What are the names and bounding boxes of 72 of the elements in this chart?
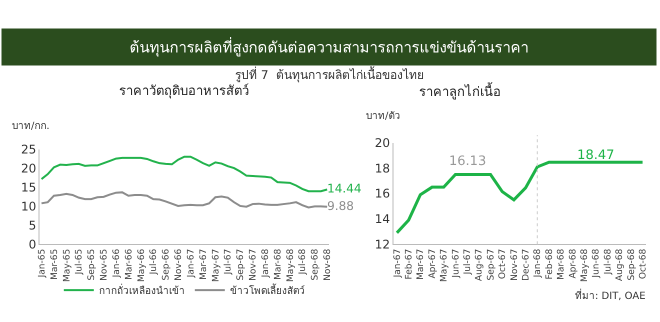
x-tick-label: Jan-68 [260,248,271,278]
chart-title: ราคาลูกไก่เนื้อ [419,82,501,100]
y-tick-label: 15 [20,180,36,195]
x-tick-label: Apr-67 [428,248,438,279]
chart-title: ราคาวัตถุดิบอาหารสัตว์ [119,83,249,99]
x-tick-label: Dec-67 [522,248,532,281]
text: รูปที่ 7 ต้นทุนการผลิตไก่เนื้อของไทย [235,66,424,83]
text: ต้นทุนการผลิตที่สูงกดดันต่อความสามารถการแข่งขันด้านราคา [130,36,528,58]
x-tick-label: Sep-67 [236,248,246,280]
x-tick-label: May-65 [62,248,72,282]
x-tick-label: Jan-68 [533,248,544,278]
y-tick-label: 5 [28,218,36,232]
x-tick-label: Jul-67 [224,248,234,276]
y-tick-label: 14 [374,212,390,226]
x-tick-label: Nov-67 [510,248,520,281]
legend-label: ข้าวโพดเลี้ยงสัตว์ [230,283,305,298]
x-tick-label: Sep-65 [87,248,98,280]
x-tick-label: Sep-66 [162,248,172,280]
y-tick-label: 10 [20,200,36,214]
x-tick-label: May-68 [286,248,296,282]
x-tick-label: Jul-65 [74,248,85,276]
y-tick-label: 16 [374,186,390,201]
x-tick-label: Aug-68 [615,248,626,282]
data-label: 9.88 [327,198,354,213]
x-tick-label: Mar-67 [198,248,209,280]
x-tick-label: Jan-67 [392,248,403,278]
x-tick-label: Sep-68 [310,248,321,280]
x-tick-label: Mar-67 [416,248,426,280]
y-axis-title: บาท/ตัว [366,111,400,122]
annotation: 16.13 [449,154,486,169]
x-tick-label: Mar-68 [556,248,567,280]
y-tick-label: 18 [374,161,390,176]
x-tick-label: Mar-66 [124,248,134,280]
line-series [40,191,328,208]
x-tick-label: Jul-68 [298,248,308,276]
y-tick-label: 20 [20,162,36,176]
x-tick-label: May-68 [580,248,590,282]
x-tick-label: Nov-66 [174,248,184,281]
x-tick-label: Mar-68 [273,248,284,280]
x-tick-label: May-66 [136,248,147,282]
x-tick-label: Jul-67 [463,248,474,276]
data-label: 18.47 [577,148,614,163]
y-tick-label: 12 [374,237,390,252]
text: ที่มา: DIT, OAE [575,288,646,302]
x-tick-label: Jan-67 [186,248,196,278]
y-axis-title: บาท/กก. [12,121,50,132]
x-tick-label: Jun-68 [592,248,602,279]
x-tick-label: Nov-67 [248,248,259,281]
y-tick-label: 0 [28,237,36,252]
x-tick-label: Jun-67 [451,248,462,279]
x-tick-label: Feb-67 [404,248,415,280]
legend-label: กากถั่วเหลืองนำเข้า [98,283,185,298]
x-tick-label: Apr-68 [568,248,578,279]
x-tick-label: Jul-66 [149,248,160,276]
x-tick-label: Feb-68 [544,248,555,280]
x-tick-label: May-67 [211,248,222,282]
x-tick-label: Sep-67 [486,248,496,280]
x-tick-label: Jan-66 [112,248,122,278]
x-tick-label: Jan-65 [37,248,48,278]
x-tick-label: Mar-65 [50,248,60,280]
x-tick-label: Jul-68 [603,248,614,276]
x-tick-label: Nov-65 [100,248,110,281]
line-series [40,156,328,192]
x-tick-label: Oct-68 [638,248,649,280]
x-tick-label: May-67 [440,248,450,282]
x-tick-label: Oct-67 [498,248,508,280]
x-tick-label: Aug-67 [474,248,485,282]
data-label: 14.44 [327,182,362,196]
y-tick-label: 25 [20,142,36,157]
x-tick-label: Sep-68 [626,248,637,280]
y-tick-label: 20 [374,136,390,150]
x-tick-label: Nov-68 [323,248,334,281]
